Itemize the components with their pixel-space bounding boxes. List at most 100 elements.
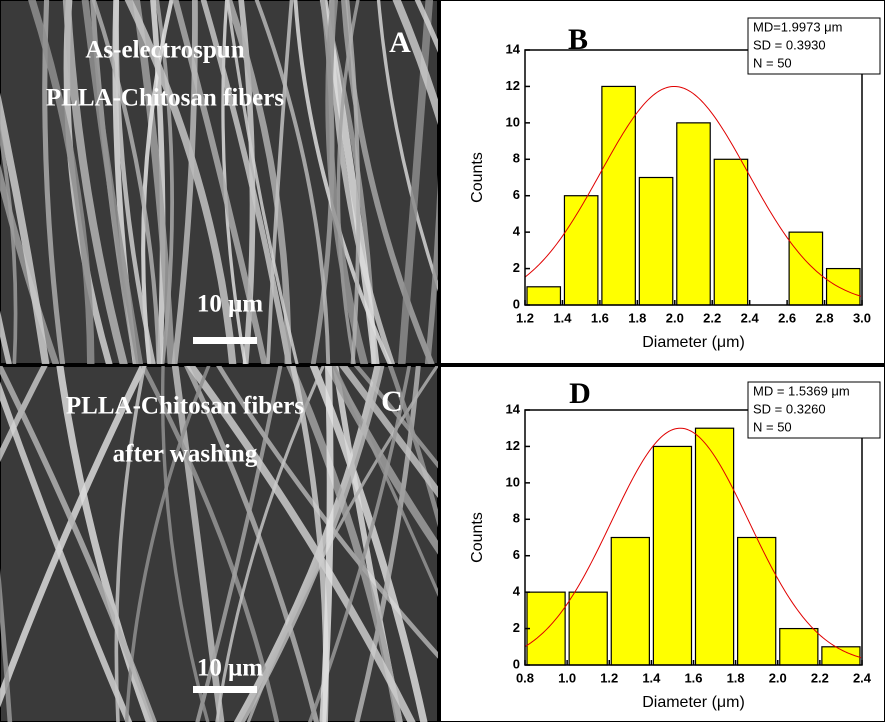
fiber — [91, 0, 161, 364]
fibers — [0, 356, 736, 722]
fiber — [376, 0, 438, 292]
sem-image: As-electrospun PLLA-Chitosan fibers A 10 μm — [0, 0, 439, 365]
stats-text: MD=1.9973 μm — [753, 19, 843, 34]
fiber — [28, 0, 95, 364]
bar — [601, 85, 636, 306]
fiber — [81, 0, 144, 364]
fiber — [341, 0, 435, 364]
fiber — [114, 0, 156, 364]
fiber — [387, 366, 438, 528]
bar — [788, 231, 824, 306]
fiber — [414, 0, 438, 53]
fiber — [424, 174, 438, 364]
fiber — [0, 366, 48, 463]
x-tick-label: 2.8 — [816, 310, 834, 325]
x-tick-label: 1.2 — [600, 670, 618, 685]
fit-curve — [524, 85, 862, 297]
fiber — [62, 0, 128, 364]
x-tick-label: 1.8 — [727, 670, 745, 685]
y-tick-label: 10 — [506, 474, 520, 489]
fiber — [124, 0, 237, 364]
bar — [652, 445, 693, 666]
fiber — [353, 366, 438, 469]
y-tick-label: 14 — [506, 41, 521, 56]
stats-text: N = 50 — [753, 419, 792, 434]
fiber — [293, 0, 392, 364]
fiber — [354, 366, 421, 722]
bar — [676, 122, 711, 306]
fiber — [236, 366, 385, 722]
fiber — [459, 356, 736, 722]
stats-box — [747, 381, 881, 439]
image-caption: PLLA-Chitosan fibers — [66, 393, 304, 420]
x-tick-label: 1.8 — [628, 310, 646, 325]
fiber — [186, 366, 416, 722]
y-tick-label: 12 — [506, 78, 520, 93]
fiber — [114, 366, 147, 722]
bar — [638, 176, 674, 306]
fiber — [171, 0, 198, 364]
fiber — [338, 366, 438, 498]
x-tick-label: 1.0 — [558, 670, 576, 685]
x-tick-label: 1.6 — [684, 670, 702, 685]
scale-bar — [193, 337, 257, 344]
bar — [563, 195, 599, 306]
fiber — [195, 366, 283, 722]
image-caption: As-electrospun — [85, 37, 244, 64]
fiber — [0, 92, 50, 364]
fiber — [172, 0, 268, 364]
y-tick-label: 6 — [513, 187, 520, 202]
x-tick-label: 2.0 — [666, 310, 684, 325]
fit-curve — [524, 427, 862, 659]
fiber — [254, 0, 331, 364]
x-tick-label: 2.4 — [741, 310, 760, 325]
fiber — [200, 0, 292, 364]
fiber — [124, 366, 211, 722]
bar — [779, 627, 819, 666]
panel-label: A — [389, 26, 411, 59]
fiber — [132, 0, 176, 364]
bar — [694, 427, 735, 666]
panel-frame — [439, 0, 885, 365]
y-tick-label: 2 — [513, 620, 520, 635]
x-axis-label: Diameter (μm) — [642, 334, 745, 351]
x-tick-label: 2.2 — [703, 310, 721, 325]
fiber — [184, 366, 320, 722]
x-tick-label: 2.0 — [769, 670, 787, 685]
x-tick-label: 2.4 — [853, 670, 872, 685]
fiber — [345, 0, 361, 364]
y-tick-label: 8 — [513, 511, 520, 526]
fiber — [160, 366, 210, 722]
stats-text: N = 50 — [753, 55, 792, 70]
fiber — [397, 0, 434, 364]
fiber — [0, 381, 133, 722]
sem-image: PLLA-Chitosan fibers after washing C 10 μm — [0, 356, 736, 723]
fiber — [0, 366, 157, 722]
x-tick-label: 1.4 — [642, 670, 661, 685]
x-tick-label: 2.2 — [811, 670, 829, 685]
bar — [526, 591, 566, 666]
fiber — [0, 123, 18, 364]
bar — [610, 536, 650, 666]
fiber — [150, 0, 166, 364]
y-tick-label: 10 — [506, 114, 520, 129]
chart-title: D — [569, 377, 591, 410]
x-tick-label: 3.0 — [853, 310, 871, 325]
stats-box — [747, 17, 881, 75]
stats-text: SD = 0.3930 — [753, 37, 826, 52]
y-tick-label: 2 — [513, 260, 520, 275]
fiber — [56, 366, 154, 722]
x-tick-label: 1.6 — [591, 310, 609, 325]
y-tick-label: 0 — [513, 656, 520, 671]
x-tick-label: 1.4 — [553, 310, 572, 325]
y-tick-label: 0 — [513, 296, 520, 311]
y-tick-label: 14 — [506, 401, 521, 416]
bar — [737, 536, 777, 666]
fiber — [319, 366, 334, 722]
bar — [568, 591, 608, 666]
y-tick-label: 4 — [513, 224, 521, 239]
scale-bar-label: 10 μm — [197, 291, 263, 318]
bar — [713, 158, 749, 306]
